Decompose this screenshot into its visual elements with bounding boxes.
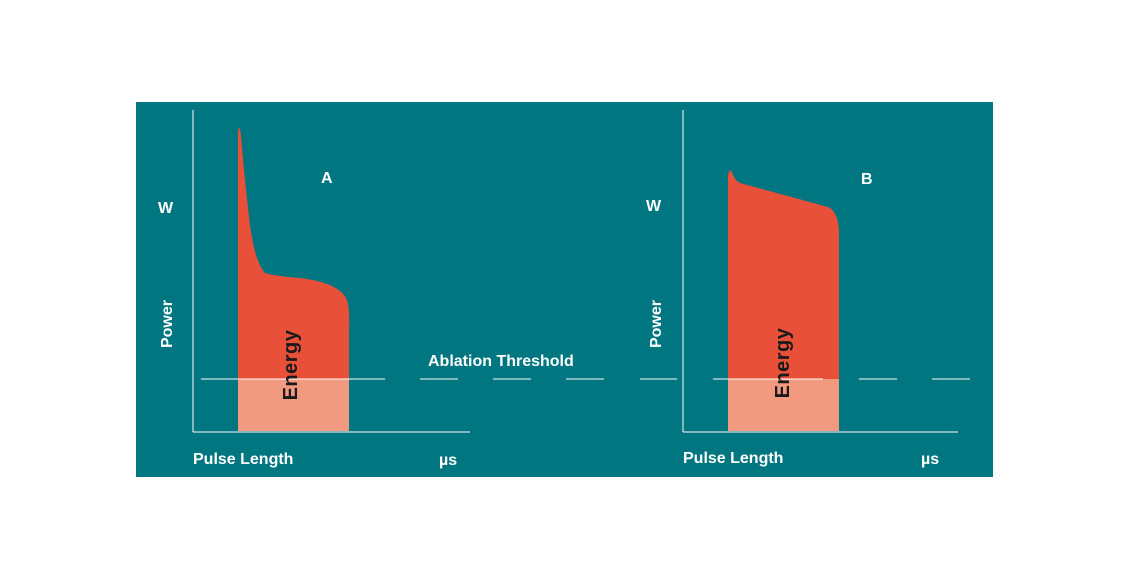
diagram-b-x-label: Pulse Length	[683, 450, 784, 467]
diagram-b-y-label: Power	[648, 299, 665, 349]
diagram-a-title: A	[321, 170, 333, 187]
pulse-a-above-threshold	[238, 127, 350, 379]
pulse-a-below-threshold	[238, 379, 349, 431]
diagram-a-x-label: Pulse Length	[193, 451, 294, 468]
diagram-b-x-unit: µs	[921, 451, 940, 468]
diagram-a-power-unit: W	[158, 200, 174, 217]
diagram-a-x-unit: µs	[439, 452, 458, 469]
diagram-b-power-unit: W	[646, 198, 662, 215]
diagram-a-energy-label: Energy	[280, 329, 302, 401]
diagram-b-title: B	[861, 171, 873, 188]
diagram-b-energy-label: Energy	[772, 327, 794, 399]
ablation-threshold-label: Ablation Threshold	[428, 353, 574, 370]
pulse-b-below-threshold	[728, 379, 839, 431]
diagram-a-y-label: Power	[159, 299, 176, 349]
pulse-b-above-threshold	[728, 170, 839, 379]
